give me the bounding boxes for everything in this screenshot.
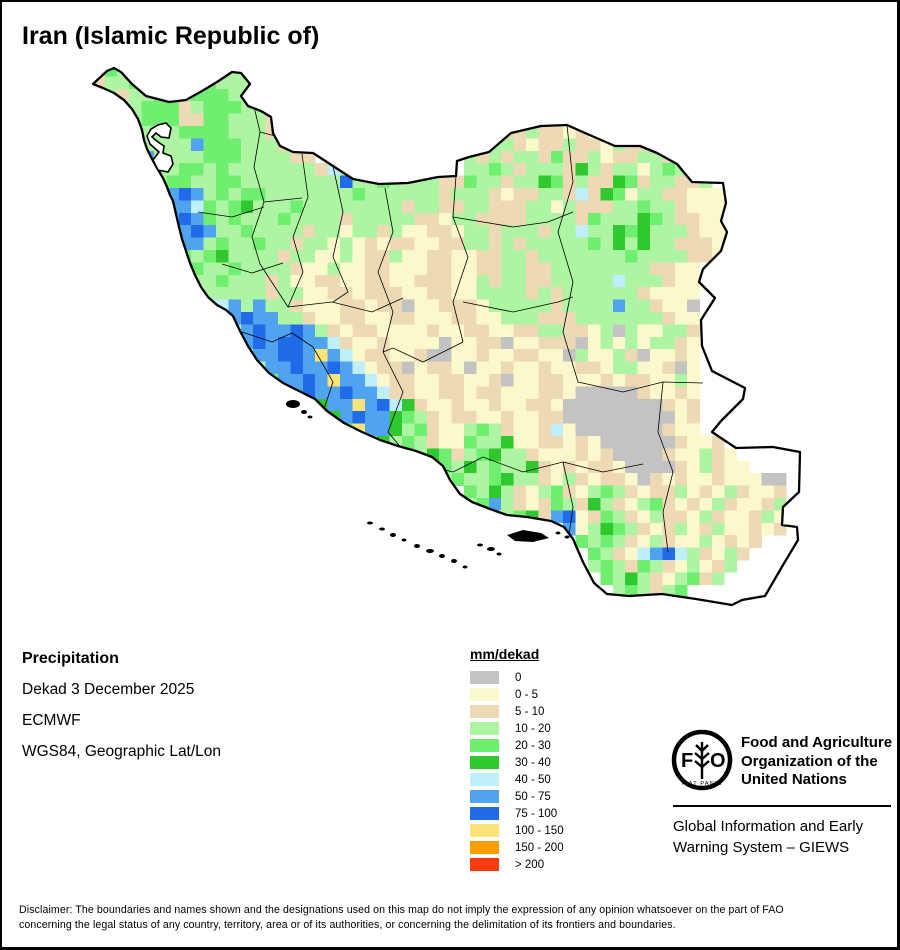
legend-item: 20 - 30 [470,739,564,752]
legend-label: 0 - 5 [515,688,539,701]
legend-title: mm/dekad [470,646,540,662]
legend-swatch [470,671,499,684]
fao-org-line: United Nations [741,771,847,788]
fao-org-line: Food and Agriculture [741,734,893,751]
giews-label: Global Information and Early Warning Sys… [673,816,863,858]
legend-swatch [470,722,499,735]
legend-label: 150 - 200 [515,841,564,854]
legend-rows: 0 0 - 5 5 - 10 10 - 20 20 - 30 30 - 40 40 - 50… [470,671,564,871]
legend-item: 75 - 100 [470,807,564,820]
fao-logo-letter-f: F [681,750,693,772]
legend-label: 5 - 10 [515,705,545,718]
legend-label: 50 - 75 [515,790,551,803]
legend-item: 100 - 150 [470,824,564,837]
info-source: ECMWF [22,712,81,729]
legend-item: 150 - 200 [470,841,564,854]
legend-label: 30 - 40 [515,756,551,769]
legend-label: > 200 [515,858,545,871]
info-dekad: Dekad 3 December 2025 [22,681,195,698]
legend-item: 30 - 40 [470,756,564,769]
fao-logo-letter-o: O [710,750,726,772]
footer-divider [673,805,891,807]
disclaimer: Disclaimer: The boundaries and names sho… [19,903,887,933]
lake-urmia [146,122,174,173]
legend-swatch [470,773,499,786]
legend: mm/dekad 0 0 - 5 5 - 10 10 - 20 20 - 30 30 - … [470,646,564,875]
legend-swatch [470,807,499,820]
info-projection: WGS84, Geographic Lat/Lon [22,743,222,760]
legend-swatch [470,858,499,871]
legend-item: 0 - 5 [470,688,564,701]
precipitation-cells [93,68,787,598]
legend-swatch [470,824,499,837]
fao-org-name: Food and Agriculture Organization of the… [741,734,892,790]
disclaimer-line: Disclaimer: The boundaries and names sho… [19,904,784,916]
legend-swatch [470,739,499,752]
province-boundaries [197,97,704,553]
legend-item: 5 - 10 [470,705,564,718]
fao-org-line: Organization of the [741,752,878,770]
fao-logo-icon: F O FIAT PANIS [671,729,733,791]
legend-label: 20 - 30 [515,739,551,752]
legend-item: 10 - 20 [470,722,564,735]
legend-swatch [470,705,499,718]
legend-item: 50 - 75 [470,790,564,803]
legend-item: 0 [470,671,564,684]
map-info-block: Precipitation Dekad 3 December 2025 ECMW… [22,650,221,774]
giews-line: Warning System – GIEWS [673,839,850,856]
country-boundary [91,66,802,607]
legend-item: > 200 [470,858,564,871]
fao-motto: FIAT PANIS [681,781,722,787]
legend-swatch [470,756,499,769]
giews-line: Global Information and Early [673,818,864,835]
legend-swatch [470,790,499,803]
legend-label: 75 - 100 [515,807,558,820]
wheat-icon [694,742,710,779]
gulf-islands [286,400,570,569]
legend-label: 0 [515,671,522,684]
info-heading: Precipitation [22,650,119,667]
legend-swatch [470,841,499,854]
legend-label: 100 - 150 [515,824,564,837]
page-title: Iran (Islamic Republic of) [22,22,320,50]
legend-swatch [470,688,499,701]
legend-label: 10 - 20 [515,722,551,735]
legend-label: 40 - 50 [515,773,551,786]
legend-item: 40 - 50 [470,773,564,786]
disclaimer-line: concerning the legal status of any count… [19,919,676,931]
